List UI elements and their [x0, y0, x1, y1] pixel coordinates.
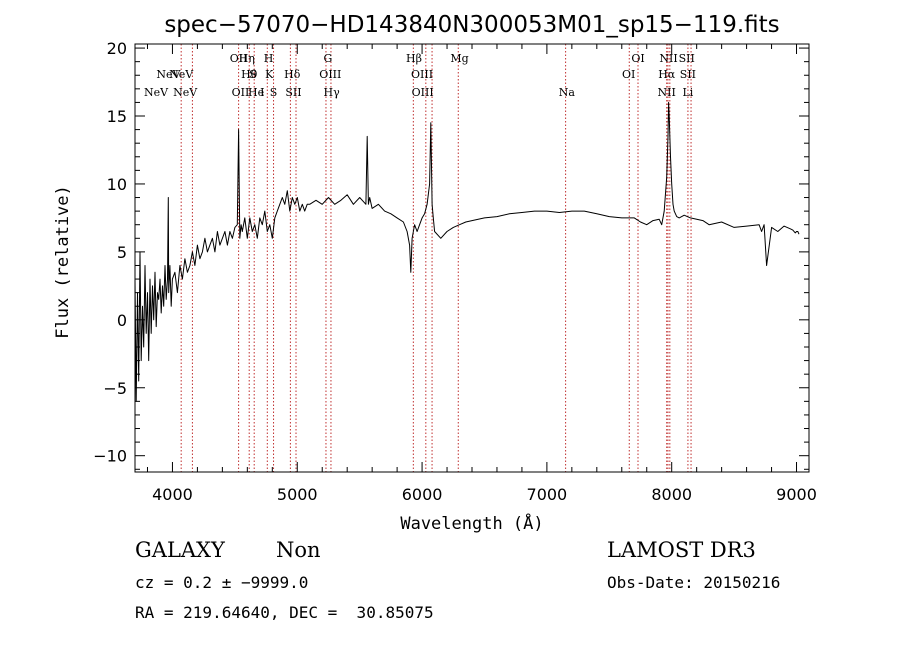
line-label: Mg: [450, 52, 468, 65]
emission-line-labels: NeVNeVNeVNeVOIIOIIHηHθSHeIHKSHδSIIGOIIIH…: [144, 52, 696, 99]
line-label: Hδ: [284, 68, 301, 81]
object-class: GALAXY: [135, 538, 225, 562]
line-label: Hβ: [406, 52, 422, 65]
y-tick-label: 10: [107, 175, 127, 194]
line-label: NII: [659, 52, 677, 65]
y-axis-ticks: −10 −5 0 5 10 15 20: [93, 39, 809, 470]
line-label: NeV: [156, 68, 181, 81]
emission-line-markers: [180, 44, 692, 472]
coordinates: RA = 219.64640, DEC = 30.85075: [135, 603, 434, 622]
y-axis-label: Flux (relative): [53, 185, 73, 339]
line-label: I: [260, 86, 264, 99]
line-label: H: [264, 52, 274, 65]
x-axis-ticks: 4000 5000 6000 7000 8000 9000: [146, 44, 817, 504]
line-label: OIII: [412, 86, 434, 99]
line-label: Hθ: [241, 68, 258, 81]
line-label: S: [270, 86, 278, 99]
x-tick-label: 7000: [527, 485, 568, 504]
y-tick-label: 0: [117, 311, 127, 330]
y-tick-label: 5: [117, 243, 127, 262]
x-axis-label: Wavelength (Å): [400, 512, 543, 534]
line-label: NeV: [169, 68, 194, 81]
line-label: Li: [683, 86, 694, 99]
x-tick-label: 8000: [651, 485, 692, 504]
object-subclass: Non: [276, 538, 321, 562]
line-label: Hα: [658, 68, 676, 81]
spectrum-line: [134, 101, 800, 402]
x-tick-label: 6000: [402, 485, 443, 504]
line-label: SII: [680, 68, 696, 81]
line-label: K: [265, 68, 274, 81]
line-label: S: [249, 68, 257, 81]
chart-title: spec−57070−HD143840N300053M01_sp15−119.f…: [164, 12, 779, 38]
line-label: NeV: [173, 86, 198, 99]
y-tick-label: −10: [93, 447, 127, 466]
line-label: OIII: [319, 68, 341, 81]
line-label: OI: [622, 68, 635, 81]
line-label: SII: [679, 52, 695, 65]
x-tick-label: 4000: [152, 485, 193, 504]
line-label: NII: [658, 86, 676, 99]
line-label: SII: [285, 86, 301, 99]
x-tick-label: 5000: [277, 485, 318, 504]
line-label: He: [248, 86, 264, 99]
observation-date: Obs-Date: 20150216: [607, 573, 781, 592]
line-label: G: [323, 52, 332, 65]
y-tick-label: −5: [103, 379, 127, 398]
y-tick-label: 15: [107, 107, 127, 126]
line-label: Hη: [239, 52, 255, 65]
plot-frame: [134, 43, 810, 473]
line-label: NeV: [144, 86, 169, 99]
x-tick-label: 9000: [776, 485, 817, 504]
line-label: OII: [232, 86, 250, 99]
line-label: OI: [631, 52, 644, 65]
line-label: OII: [230, 52, 248, 65]
redshift-value: cz = 0.2 ± −9999.0: [135, 573, 309, 592]
line-label: Na: [559, 86, 576, 99]
survey-name: LAMOST DR3: [607, 538, 756, 562]
line-label: Hγ: [323, 86, 340, 99]
y-tick-label: 20: [107, 39, 127, 58]
line-label: OIII: [411, 68, 433, 81]
